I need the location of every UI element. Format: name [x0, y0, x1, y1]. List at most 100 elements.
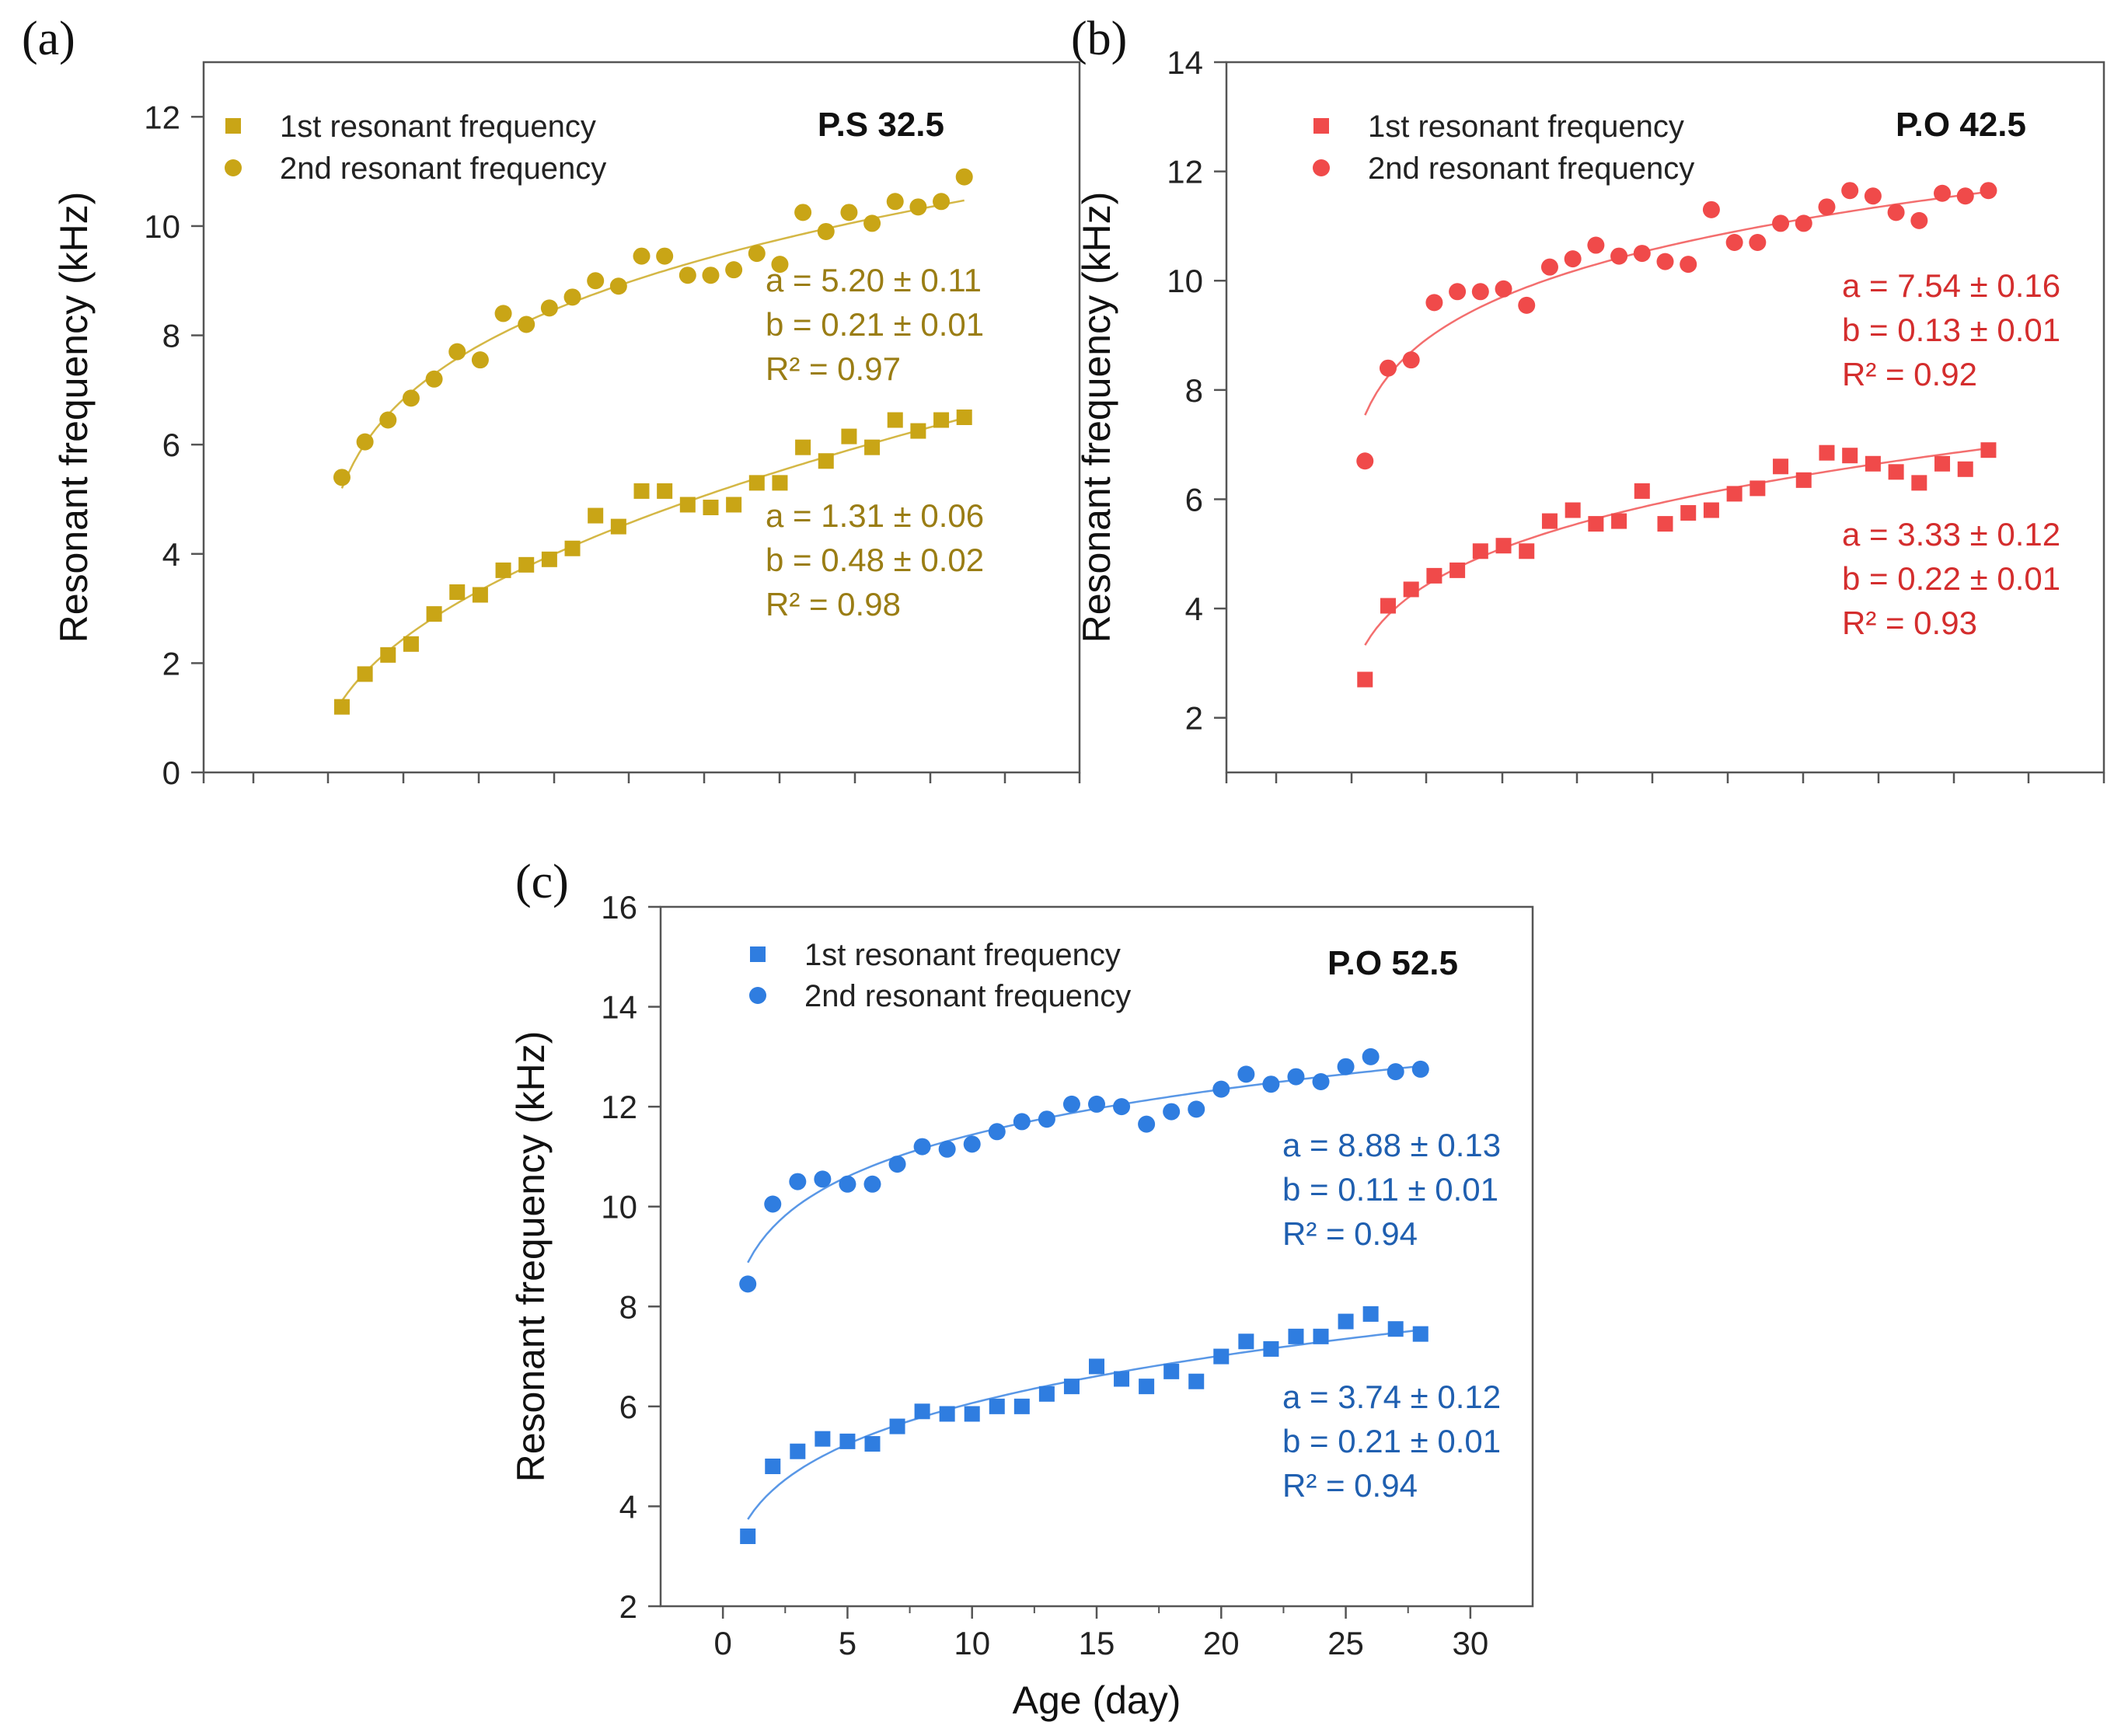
data-point-square [1819, 444, 1835, 461]
data-point-circle [1956, 187, 1974, 205]
data-point-circle [1287, 1068, 1305, 1086]
data-point-circle [909, 198, 927, 216]
y-tick-label: 2 [162, 645, 180, 682]
data-point-circle [1633, 245, 1651, 263]
data-point-circle [1362, 1048, 1380, 1065]
data-point-square [887, 412, 903, 428]
legend-label: 2nd resonant frequency [1368, 152, 1694, 186]
fit-a-value: a = 3.74 ± 0.12 [1282, 1379, 1501, 1415]
data-point-circle [1887, 204, 1905, 221]
y-tick-label: 8 [619, 1288, 637, 1325]
fit-curve [340, 417, 965, 702]
data-point-square [657, 483, 673, 499]
data-point-circle [1587, 236, 1605, 254]
data-point-square [1114, 1371, 1130, 1387]
data-point-square [380, 647, 396, 663]
y-axis-title: Resonant frequency (kHz) [509, 1031, 553, 1483]
data-point-square [939, 1406, 955, 1422]
data-point-circle [1188, 1100, 1205, 1118]
fit-b-value: b = 0.21 ± 0.01 [766, 306, 984, 343]
panel-label: (b) [1071, 12, 1127, 65]
data-point-square [541, 551, 557, 567]
data-point-square [1213, 1348, 1230, 1365]
data-point-circle [1138, 1115, 1156, 1133]
y-tick-label: 12 [601, 1089, 637, 1125]
data-point-circle [1702, 200, 1720, 218]
data-point-square [964, 1406, 980, 1422]
data-point-square [449, 584, 466, 600]
data-point-circle [1312, 1073, 1330, 1090]
data-point-circle [1725, 234, 1743, 252]
y-tick-label: 8 [162, 318, 180, 354]
data-point-square [1911, 475, 1927, 491]
data-point-circle [1088, 1095, 1105, 1113]
data-point-circle [1749, 234, 1767, 252]
data-point-circle [1610, 247, 1628, 265]
legend-label: 2nd resonant frequency [280, 152, 606, 186]
data-point-square [1611, 513, 1627, 529]
data-point-circle [1680, 256, 1697, 274]
sample-name: P.S 32.5 [818, 106, 944, 144]
data-point-square [1565, 502, 1581, 518]
data-point-square [1038, 1386, 1055, 1402]
data-point-circle [938, 1140, 956, 1158]
y-tick-label: 0 [162, 755, 180, 791]
y-axis-title: Resonant frequency (kHz) [1075, 192, 1118, 643]
fit-curve [1364, 190, 1989, 416]
data-point-square [564, 540, 581, 556]
data-point-square [1472, 543, 1488, 559]
data-point-square [1426, 567, 1442, 584]
y-tick-label: 12 [1167, 154, 1203, 190]
legend-marker-square [750, 946, 766, 962]
y-tick-label: 14 [601, 989, 637, 1026]
series-2nd: 2nd resonant frequency a = 7.54 ± 0.16 b =… [1313, 152, 2060, 470]
data-point-circle [1471, 283, 1489, 301]
data-point-circle [886, 193, 904, 211]
legend-label: 1st resonant frequency [804, 938, 1121, 972]
y-tick-label: 8 [1185, 372, 1203, 409]
y-tick-label: 6 [162, 427, 180, 463]
data-point-circle [448, 343, 466, 361]
legend-marker-square [225, 118, 241, 134]
data-point-square [1495, 538, 1512, 554]
data-point-circle [540, 299, 558, 317]
data-point-circle [1795, 214, 1812, 232]
data-point-circle [789, 1173, 807, 1190]
data-point-square [748, 475, 765, 491]
data-point-square [1773, 458, 1789, 475]
data-point-circle [1518, 296, 1536, 314]
x-tick-label: 5 [839, 1625, 856, 1661]
series-2nd: 2nd resonant frequency a = 5.20 ± 0.11 b =… [225, 152, 984, 489]
data-point-square [1934, 455, 1951, 472]
data-point-square [1888, 464, 1904, 480]
data-point-circle [1237, 1065, 1255, 1083]
data-point-circle [840, 204, 858, 221]
legend-label: 1st resonant frequency [280, 110, 596, 144]
data-point-square [740, 1529, 756, 1544]
data-point-square [1865, 455, 1881, 472]
data-point-circle [402, 389, 420, 407]
series-2nd: 2nd resonant frequency a = 8.88 ± 0.13 b =… [739, 979, 1501, 1293]
data-point-square [889, 1418, 905, 1434]
data-point-circle [1425, 294, 1443, 312]
y-tick-label: 2 [1185, 700, 1203, 737]
data-point-square [703, 500, 719, 516]
data-point-square [1726, 486, 1742, 502]
data-point-circle [764, 1195, 782, 1213]
data-point-square [1238, 1333, 1254, 1350]
data-point-square [403, 636, 419, 652]
data-point-square [1541, 513, 1558, 529]
data-point-square [815, 1431, 831, 1447]
legend-marker-circle [749, 987, 766, 1004]
fit-r2-value: R² = 0.98 [766, 586, 901, 622]
data-point-circle [863, 1175, 881, 1193]
data-point-square [726, 497, 742, 513]
data-point-square [933, 412, 950, 428]
data-point-circle [425, 370, 443, 388]
data-point-square [1703, 502, 1719, 518]
data-point-circle [356, 433, 374, 451]
data-point-square [633, 483, 650, 499]
y-tick-label: 4 [1185, 591, 1203, 627]
sample-name: P.O 42.5 [1896, 106, 2026, 144]
data-point-circle [1402, 351, 1420, 369]
